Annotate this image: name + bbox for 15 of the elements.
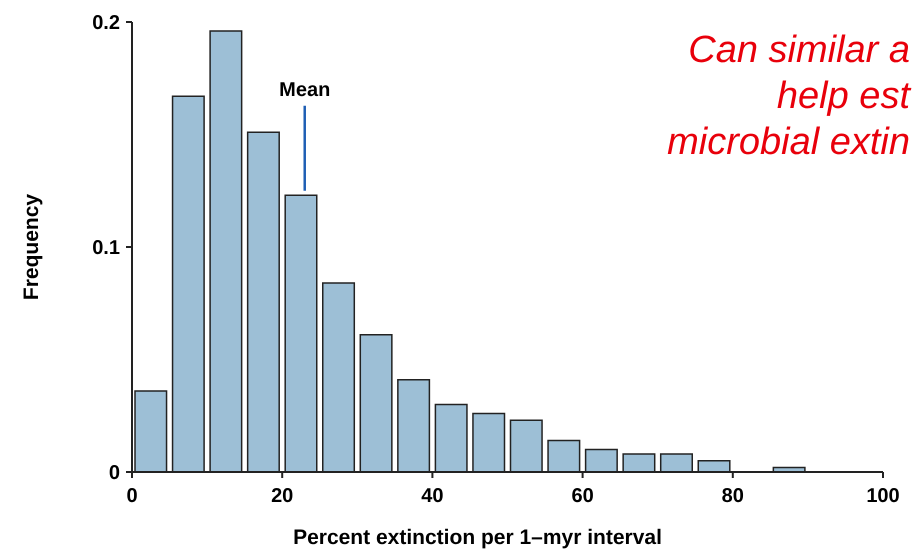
x-tick-label: 100 bbox=[866, 485, 900, 507]
x-tick-label: 0 bbox=[126, 485, 138, 507]
x-tick-label: 80 bbox=[722, 485, 744, 507]
annotation: Can similar a bbox=[688, 29, 910, 71]
x-tick-label: 40 bbox=[421, 485, 444, 507]
y-tick-label: 0.2 bbox=[92, 12, 120, 34]
annotation: Mean bbox=[279, 78, 330, 101]
annotation: microbial extin bbox=[667, 121, 910, 163]
x-tick-label: 20 bbox=[271, 485, 294, 507]
x-axis-title: Percent extinction per 1–myr interval bbox=[293, 526, 662, 549]
y-tick-label: 0 bbox=[108, 462, 120, 484]
x-tick-label: 60 bbox=[571, 485, 594, 507]
y-axis-title: Frequency bbox=[20, 194, 43, 300]
y-tick-label: 0.1 bbox=[92, 237, 120, 259]
annotation: help est bbox=[776, 75, 912, 117]
